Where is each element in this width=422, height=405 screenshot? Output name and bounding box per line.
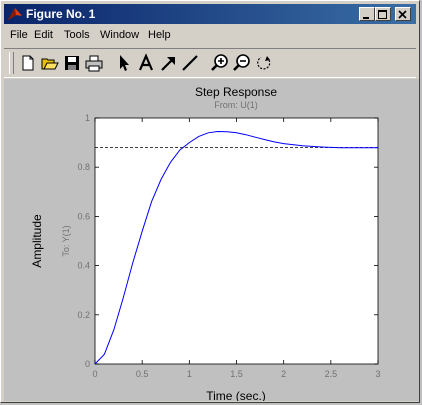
chart-title: Step Response xyxy=(195,85,277,99)
x-tick-label: 2 xyxy=(281,369,286,379)
open-icon xyxy=(41,58,59,70)
x-tick-label: 1.5 xyxy=(230,369,243,379)
zoom-in-button[interactable] xyxy=(210,53,230,73)
x-axis-label: Time (sec.) xyxy=(206,389,266,401)
y-tick-label: 1 xyxy=(85,113,90,123)
print-icon xyxy=(85,55,103,72)
matlab-logo-icon xyxy=(8,8,22,20)
x-tick-label: 0.5 xyxy=(136,369,149,379)
toolbar-grip[interactable] xyxy=(9,52,14,74)
x-tick-label: 3 xyxy=(375,369,380,379)
new-figure-button[interactable] xyxy=(18,53,38,73)
insert-arrow-button[interactable] xyxy=(158,53,178,73)
y-axis-output-label: To: Y(1) xyxy=(61,225,71,256)
toolbar xyxy=(4,48,416,78)
y-tick-label: 0.6 xyxy=(77,211,90,221)
x-tick-label: 1 xyxy=(187,369,192,379)
menu-help[interactable]: Help xyxy=(148,29,171,41)
axes-area xyxy=(94,117,379,365)
zoom-out-button[interactable] xyxy=(232,53,252,73)
figure-canvas: 0 0.2 0.4 0.6 0.8 1 0 0.5 1 1.5 2 2.5 3 Step Respon… xyxy=(4,79,419,401)
insert-line-button[interactable] xyxy=(180,53,200,73)
menu-tools[interactable]: Tools xyxy=(64,29,90,41)
y-tick-label: 0.2 xyxy=(77,310,90,320)
x-tick-label: 0 xyxy=(92,369,97,379)
maximize-button[interactable] xyxy=(375,7,391,21)
chart-subtitle: From: U(1) xyxy=(214,100,258,110)
save-icon xyxy=(65,56,79,70)
open-file-button[interactable] xyxy=(40,53,60,73)
step-response-series xyxy=(94,130,378,365)
y-tick-label: 0 xyxy=(85,359,90,369)
y-tick-label: 0.8 xyxy=(77,162,90,172)
save-button[interactable] xyxy=(62,53,82,73)
new-icon xyxy=(22,55,34,71)
rotate-icon xyxy=(257,56,271,70)
rotate-3d-button[interactable] xyxy=(254,53,274,73)
zoom-out-icon xyxy=(233,54,250,71)
minimize-icon xyxy=(363,17,369,19)
close-button[interactable] xyxy=(395,7,411,21)
menu-edit[interactable]: Edit xyxy=(34,29,53,41)
pointer-icon xyxy=(120,55,129,71)
close-icon xyxy=(398,10,407,19)
zoom-in-icon xyxy=(211,54,228,71)
menu-window[interactable]: Window xyxy=(100,29,140,41)
title-bar[interactable]: Figure No. 1 xyxy=(4,4,416,24)
print-button[interactable] xyxy=(84,53,104,73)
y-tick-label: 0.4 xyxy=(77,261,90,271)
maximize-icon xyxy=(378,10,387,19)
insert-text-button[interactable] xyxy=(136,53,156,73)
step-response-chart: 0 0.2 0.4 0.6 0.8 1 0 0.5 1 1.5 2 2.5 3 Step Respon… xyxy=(30,85,381,401)
y-axis-label: Amplitude xyxy=(30,214,44,268)
window-title: Figure No. 1 xyxy=(26,7,96,21)
menu-bar: File Edit Tools Window Help xyxy=(4,26,416,44)
menu-file[interactable]: File xyxy=(10,29,28,41)
minimize-button[interactable] xyxy=(359,7,375,21)
arrow-icon xyxy=(161,57,175,71)
select-pointer-button[interactable] xyxy=(114,53,134,73)
x-tick-label: 2.5 xyxy=(325,369,338,379)
line-icon xyxy=(182,55,198,71)
text-icon xyxy=(138,53,154,71)
